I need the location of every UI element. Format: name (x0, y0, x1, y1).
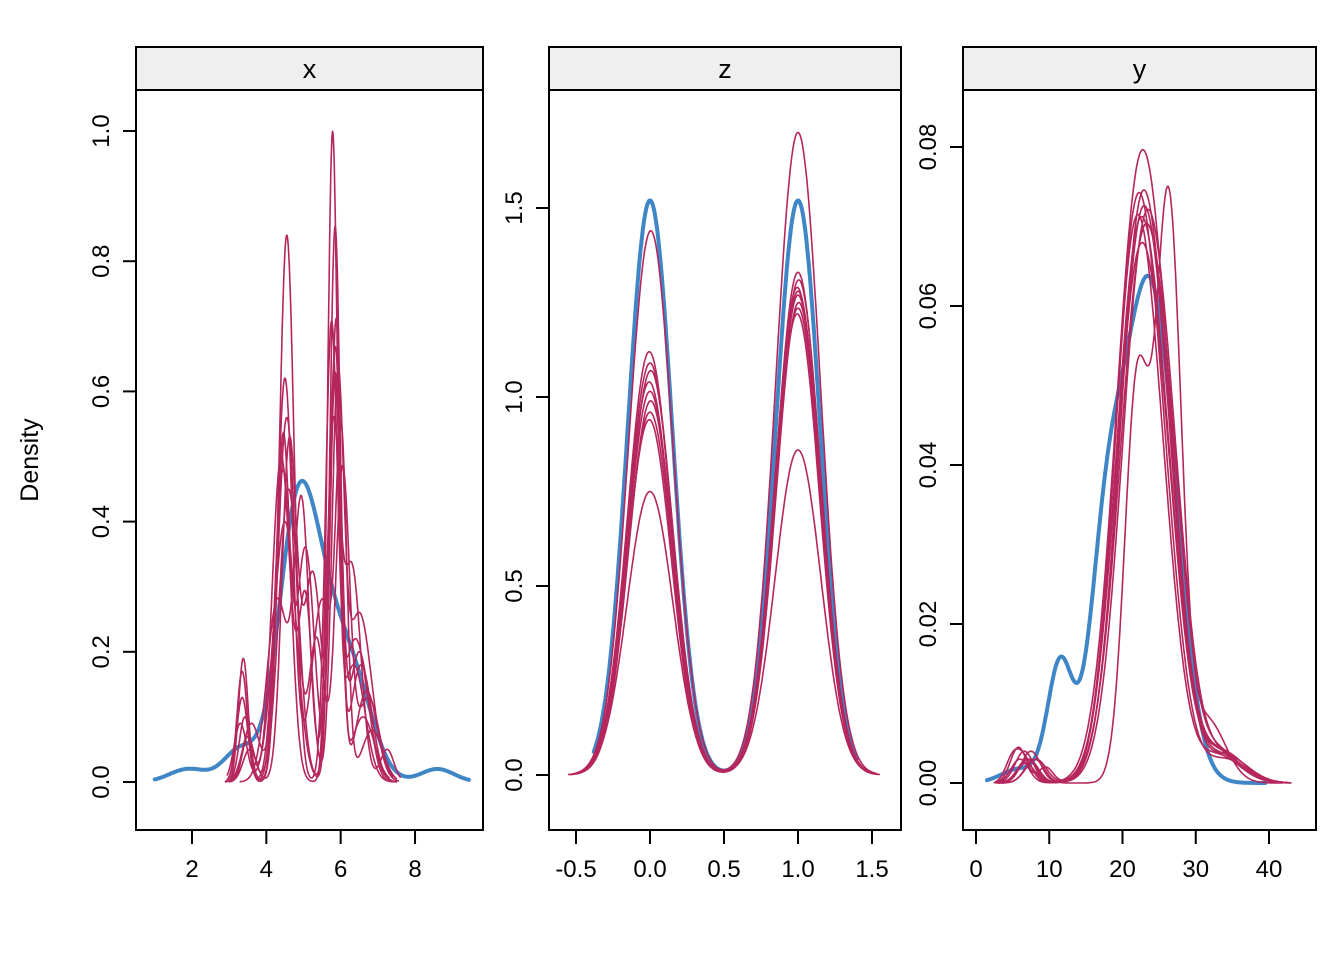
panel-strip-label: z (718, 54, 732, 84)
y-tick-label: 0.5 (501, 569, 528, 602)
x-tick-label: 10 (1036, 856, 1063, 883)
y-tick-label: 0.4 (88, 505, 115, 538)
y-tick-label: 0.8 (88, 245, 115, 278)
imputed-density-curve (228, 416, 394, 782)
y-tick-label: 0.00 (915, 760, 942, 807)
observed-density-curve (152, 478, 471, 782)
x-tick-label: 0.0 (633, 856, 666, 883)
panel-strip (135, 46, 484, 91)
imputed-density-curve (997, 222, 1291, 784)
imputed-density-curve (997, 204, 1289, 784)
y-tick-label: 0.06 (915, 283, 942, 330)
x-tick-label: 40 (1256, 856, 1283, 883)
panel-border (548, 89, 902, 831)
y-tick-label: 0.02 (915, 601, 942, 648)
panel-strip (548, 46, 902, 91)
y-tick-label: 1.0 (501, 380, 528, 413)
panel-border (135, 89, 484, 831)
y-tick-label: 0.04 (915, 442, 942, 489)
y-tick-label: 0.2 (88, 635, 115, 668)
imputed-density-curve (995, 191, 1281, 784)
x-tick-label: 1.5 (855, 856, 888, 883)
imputed-density-curve (572, 131, 878, 775)
y-tick-label: 1.0 (88, 114, 115, 147)
imputed-density-curve (224, 371, 392, 783)
y-axis-title: Density (16, 418, 44, 502)
imputed-density-curve (994, 213, 1288, 784)
x-tick-label: 4 (260, 856, 273, 883)
imputed-density-curve (230, 345, 398, 783)
y-tick-label: 1.5 (501, 191, 528, 224)
x-tick-label: 8 (408, 856, 421, 883)
imputed-density-curve (239, 415, 402, 783)
imputed-density-curve (994, 215, 1286, 784)
x-tick-label: 2 (185, 856, 198, 883)
imputed-density-curve (1000, 185, 1283, 784)
panel-strip-label: x (303, 54, 317, 84)
imputed-density-curve (567, 271, 881, 776)
imputed-density-curve (996, 241, 1282, 784)
x-tick-label: 6 (334, 856, 347, 883)
imputed-density-curve (997, 189, 1285, 784)
y-tick-label: 0.0 (88, 765, 115, 798)
x-tick-label: 0.5 (707, 856, 740, 883)
x-tick-label: 20 (1109, 856, 1136, 883)
panel-strip-label: y (1133, 54, 1147, 84)
x-tick-label: 30 (1182, 856, 1209, 883)
y-tick-label: 0.08 (915, 124, 942, 171)
imputed-density-curve (579, 449, 876, 775)
y-tick-label: 0.6 (88, 375, 115, 408)
y-tick-label: 0.0 (501, 758, 528, 791)
panel-border (962, 89, 1317, 831)
imputed-density-curve (998, 208, 1292, 784)
x-tick-label: 0 (969, 856, 982, 883)
imputed-density-curve (578, 294, 879, 776)
x-tick-label: 1.0 (781, 856, 814, 883)
x-tick-label: -0.5 (555, 856, 596, 883)
panel-strip (962, 46, 1317, 91)
